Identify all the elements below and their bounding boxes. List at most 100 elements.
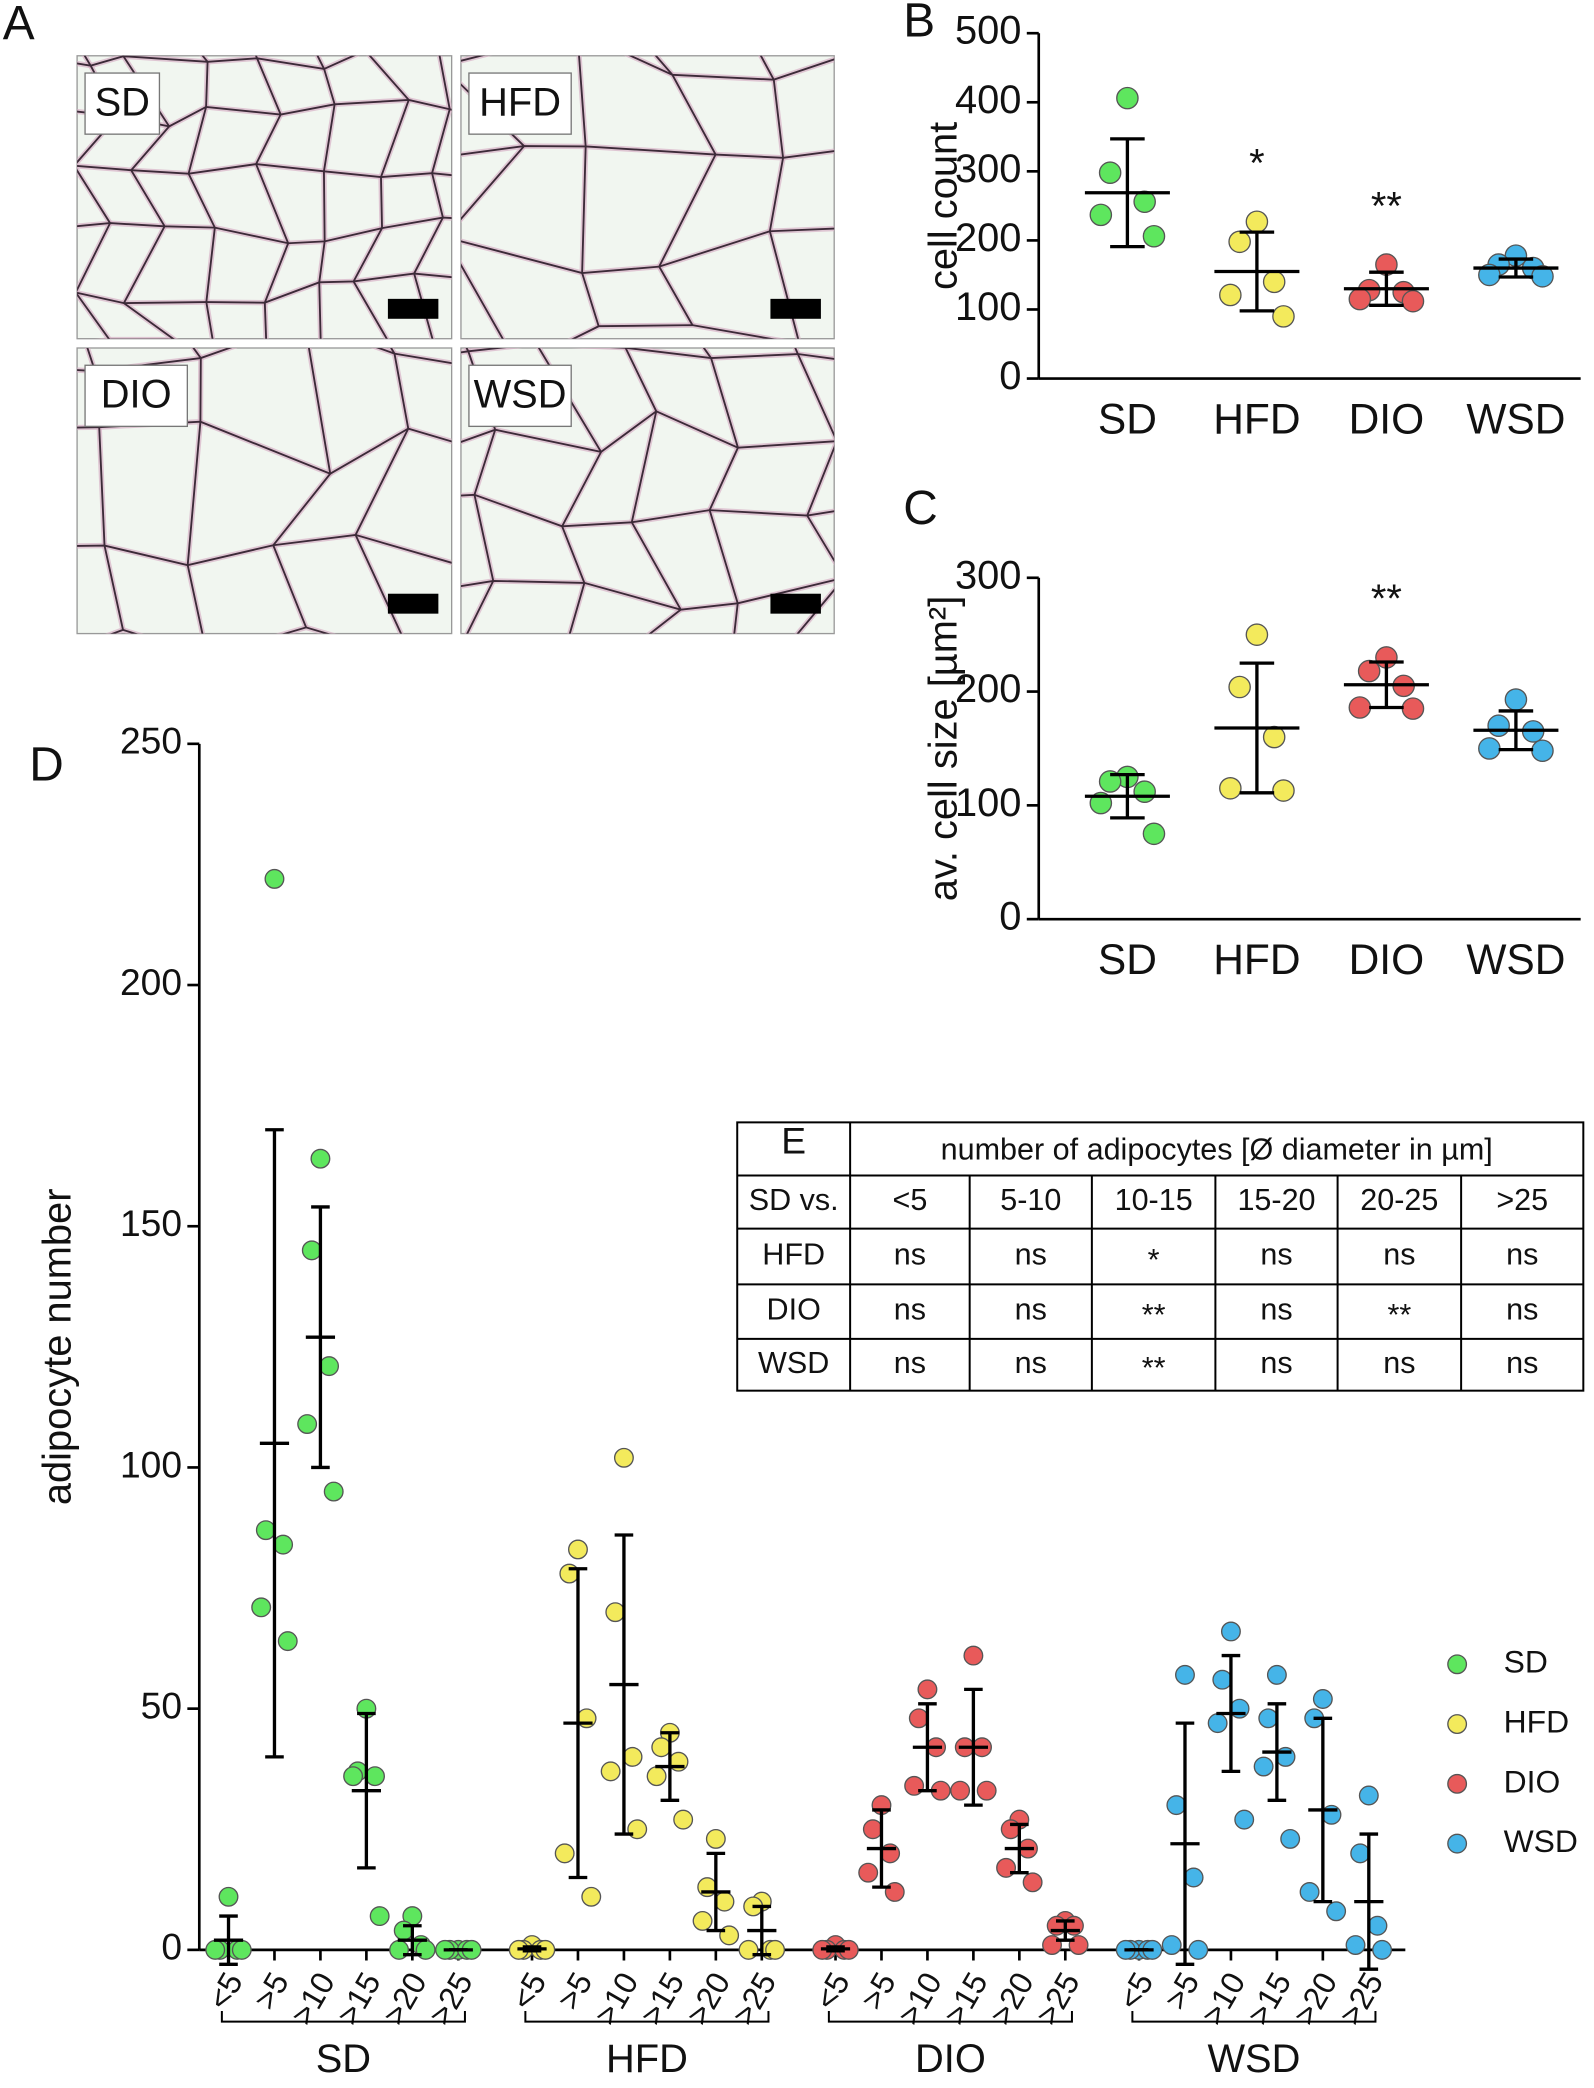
table-header: 15-20 bbox=[1237, 1183, 1315, 1217]
data-point bbox=[862, 1819, 883, 1840]
panel-label: B bbox=[903, 0, 935, 48]
data-point bbox=[1042, 1935, 1062, 1956]
scale-bar bbox=[387, 298, 439, 319]
data-point bbox=[1326, 1901, 1347, 1922]
error-bar bbox=[872, 1808, 891, 1889]
data-point bbox=[1183, 1867, 1204, 1888]
cell-wall bbox=[465, 348, 497, 634]
data-point bbox=[1161, 1935, 1182, 1956]
group-bracket bbox=[220, 2010, 466, 2023]
data-point bbox=[1258, 1708, 1279, 1729]
error-bar bbox=[522, 1945, 542, 1953]
group-label: WSD bbox=[1207, 2037, 1300, 2081]
error-bar bbox=[568, 1567, 588, 1880]
x-tick-label: HFD bbox=[1213, 937, 1300, 984]
data-point bbox=[1063, 1915, 1084, 1936]
data-point bbox=[627, 1819, 648, 1840]
panel-label: D bbox=[29, 738, 64, 791]
table-cell: ** bbox=[1142, 1351, 1166, 1385]
group-label: DIO bbox=[915, 2037, 986, 2081]
data-point bbox=[1478, 737, 1501, 760]
data-point bbox=[1142, 224, 1166, 248]
table-title: number of adipocytes [Ø diameter in µm] bbox=[941, 1133, 1493, 1167]
data-point bbox=[1207, 1713, 1228, 1734]
cell-wall bbox=[352, 55, 410, 339]
error-bar bbox=[1313, 1716, 1333, 1904]
cell-wall bbox=[702, 348, 739, 634]
data-point bbox=[1262, 270, 1286, 294]
table-cell: ns bbox=[1506, 1346, 1538, 1380]
significance: * bbox=[1249, 142, 1265, 186]
table-cell: ns bbox=[1260, 1238, 1292, 1272]
data-point bbox=[1275, 1746, 1296, 1767]
legend-marker bbox=[1447, 1773, 1468, 1794]
error-bar bbox=[1175, 1721, 1195, 1966]
y-tick-label: 100 bbox=[955, 781, 1021, 825]
significance: ** bbox=[1371, 577, 1402, 621]
legend-label: DIO bbox=[1504, 1763, 1561, 1799]
data-point bbox=[1220, 1621, 1241, 1642]
data-point bbox=[705, 1828, 726, 1849]
micrograph-label: HFD bbox=[479, 80, 561, 124]
legend-label: WSD bbox=[1504, 1823, 1578, 1859]
data-point bbox=[1068, 1935, 1089, 1956]
x-tick-label: DIO bbox=[1349, 397, 1425, 444]
data-point bbox=[1000, 1819, 1021, 1840]
data-point bbox=[1212, 1669, 1233, 1690]
cell-wall bbox=[578, 55, 600, 327]
data-point bbox=[393, 1920, 414, 1941]
data-point bbox=[323, 1481, 344, 1502]
table-cell: ns bbox=[894, 1238, 926, 1272]
cell-wall bbox=[77, 420, 452, 475]
table-cell: ns bbox=[1015, 1238, 1047, 1272]
table-cell: ns bbox=[1015, 1346, 1047, 1380]
error-bar bbox=[265, 1128, 284, 1759]
cell-wall bbox=[537, 348, 603, 634]
table-header: 10-15 bbox=[1115, 1183, 1193, 1217]
data-point bbox=[880, 1843, 901, 1864]
data-point bbox=[651, 1737, 672, 1758]
error-bar bbox=[219, 1914, 238, 1966]
data-point bbox=[950, 1780, 971, 1801]
x-tick-label: SD bbox=[1098, 397, 1157, 444]
legend-marker bbox=[1447, 1714, 1468, 1735]
legend-label: HFD bbox=[1504, 1703, 1569, 1739]
data-point bbox=[1299, 1882, 1320, 1902]
cell-wall bbox=[255, 55, 290, 339]
data-point bbox=[218, 1886, 239, 1907]
data-point bbox=[581, 1886, 602, 1907]
error-bar bbox=[1359, 1832, 1379, 1971]
data-point bbox=[1272, 779, 1295, 802]
data-point bbox=[1531, 739, 1554, 763]
data-point bbox=[1245, 210, 1269, 234]
cell-wall bbox=[316, 55, 336, 339]
data-point bbox=[1229, 1698, 1250, 1719]
y-tick-label: 200 bbox=[955, 667, 1021, 711]
x-tick-label: HFD bbox=[1213, 397, 1300, 444]
cell-wall bbox=[759, 55, 800, 339]
group-bracket bbox=[827, 2010, 1073, 2023]
data-point bbox=[904, 1775, 925, 1796]
data-point bbox=[1188, 1939, 1209, 1960]
label-box bbox=[468, 364, 572, 428]
cell-wall bbox=[794, 348, 835, 634]
data-point bbox=[858, 1862, 879, 1883]
error-bar bbox=[1369, 660, 1404, 710]
table-cell: ns bbox=[1383, 1238, 1415, 1272]
data-point bbox=[1116, 86, 1139, 110]
y-tick-label: 300 bbox=[955, 553, 1021, 597]
table-header: 20-25 bbox=[1360, 1183, 1438, 1217]
y-axis-label: adipocyte number bbox=[35, 1189, 79, 1506]
table-cell: ns bbox=[1260, 1346, 1292, 1380]
error-bar bbox=[1221, 1653, 1241, 1774]
data-point bbox=[297, 1414, 318, 1434]
data-point bbox=[231, 1939, 252, 1960]
group-bracket bbox=[1131, 2010, 1377, 2023]
scale-bar bbox=[387, 593, 439, 614]
label-box bbox=[468, 72, 572, 135]
x-tick-label: WSD bbox=[1466, 397, 1565, 444]
error-bar bbox=[1110, 137, 1145, 249]
table-cell: ** bbox=[1142, 1298, 1166, 1332]
